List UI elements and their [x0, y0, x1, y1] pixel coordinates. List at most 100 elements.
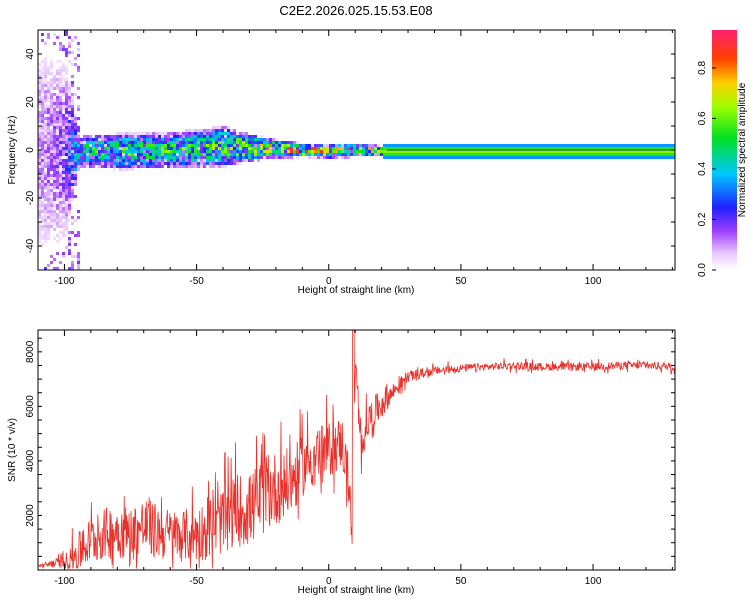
- heatmap-cell: [479, 150, 482, 153]
- heatmap-cell: [395, 153, 398, 156]
- heatmap-cell: [194, 156, 197, 159]
- heatmap-cell: [92, 153, 95, 156]
- heatmap-cell: [269, 156, 272, 159]
- heatmap-cell: [629, 150, 632, 153]
- heatmap-cell: [53, 168, 56, 171]
- heatmap-cell: [275, 150, 278, 153]
- heatmap-cell: [98, 165, 101, 168]
- heatmap-cell: [44, 216, 47, 219]
- heatmap-cell: [80, 159, 83, 162]
- heatmap-cell: [191, 138, 194, 141]
- heatmap-cell: [77, 264, 80, 267]
- heatmap-cell: [86, 147, 89, 150]
- heatmap-cell: [287, 153, 290, 156]
- heatmap-cell: [38, 99, 41, 102]
- heatmap-cell: [455, 144, 458, 147]
- heatmap-cell: [212, 147, 215, 150]
- heatmap-cell: [107, 153, 110, 156]
- heatmap-cell: [50, 150, 53, 153]
- heatmap-cell: [206, 162, 209, 165]
- heatmap-cell: [188, 162, 191, 165]
- heatmap-cell: [62, 252, 65, 255]
- heatmap-cell: [62, 105, 65, 108]
- heatmap-cell: [38, 183, 41, 186]
- heatmap-cell: [407, 156, 410, 159]
- heatmap-cell: [491, 156, 494, 159]
- heatmap-cell: [119, 147, 122, 150]
- heatmap-cell: [206, 150, 209, 153]
- heatmap-cell: [41, 147, 44, 150]
- heatmap-cell: [197, 156, 200, 159]
- heatmap-cell: [428, 156, 431, 159]
- heatmap-cell: [161, 147, 164, 150]
- heatmap-cell: [638, 150, 641, 153]
- heatmap-cell: [542, 144, 545, 147]
- heatmap-cell: [419, 156, 422, 159]
- heatmap-cell: [140, 156, 143, 159]
- heatmap-cell: [485, 156, 488, 159]
- snr-x-ticks: -100 -50 0 50 100: [37, 330, 673, 587]
- heatmap-cell: [236, 147, 239, 150]
- heatmap-cell: [359, 147, 362, 150]
- heatmap-cell: [53, 213, 56, 216]
- heatmap-cell: [77, 168, 80, 171]
- heatmap-cell: [53, 141, 56, 144]
- heatmap-cell: [266, 156, 269, 159]
- heatmap-cell: [635, 147, 638, 150]
- heatmap-cell: [74, 36, 77, 39]
- heatmap-cell: [149, 141, 152, 144]
- heatmap-cell: [227, 138, 230, 141]
- heatmap-cell: [50, 189, 53, 192]
- heatmap-cell: [80, 153, 83, 156]
- heatmap-cell: [65, 138, 68, 141]
- heatmap-cell: [53, 87, 56, 90]
- heatmap-cell: [74, 123, 77, 126]
- heatmap-cell: [515, 144, 518, 147]
- heatmap-cell: [251, 144, 254, 147]
- heatmap-cell: [254, 147, 257, 150]
- heatmap-cell: [500, 144, 503, 147]
- heatmap-cell: [521, 153, 524, 156]
- heatmap-cell: [41, 225, 44, 228]
- heatmap-cell: [194, 147, 197, 150]
- heatmap-cell: [68, 138, 71, 141]
- heatmap-cell: [74, 114, 77, 117]
- heatmap-cell: [86, 150, 89, 153]
- heatmap-cell: [662, 144, 665, 147]
- heatmap-cell: [323, 147, 326, 150]
- heatmap-cell: [185, 162, 188, 165]
- heatmap-cell: [209, 162, 212, 165]
- heatmap-cell: [482, 156, 485, 159]
- heatmap-cell: [101, 150, 104, 153]
- heatmap-cell: [548, 150, 551, 153]
- heatmap-cell: [254, 153, 257, 156]
- heatmap-cell: [107, 150, 110, 153]
- heatmap-cell: [461, 147, 464, 150]
- heatmap-cell: [56, 198, 59, 201]
- heatmap-cell: [107, 165, 110, 168]
- heatmap-cell: [155, 144, 158, 147]
- heatmap-cell: [572, 156, 575, 159]
- heatmap-cell: [47, 201, 50, 204]
- heatmap-cell: [182, 165, 185, 168]
- heatmap-cell: [401, 150, 404, 153]
- heatmap-cell: [458, 153, 461, 156]
- heatmap-cell: [491, 150, 494, 153]
- heatmap-cell: [215, 141, 218, 144]
- heatmap-cell: [65, 54, 68, 57]
- heatmap-cell: [74, 138, 77, 141]
- heatmap-cell: [572, 150, 575, 153]
- colorbar-tick-label: 0.0: [697, 263, 708, 277]
- heatmap-cell: [335, 153, 338, 156]
- heatmap-cell: [527, 156, 530, 159]
- heatmap-cell: [56, 192, 59, 195]
- heatmap-cell: [248, 147, 251, 150]
- heatmap-cell: [119, 144, 122, 147]
- heatmap-cell: [158, 144, 161, 147]
- heatmap-cell: [38, 171, 41, 174]
- heatmap-cell: [506, 150, 509, 153]
- heatmap-cell: [551, 147, 554, 150]
- heatmap-cell: [455, 156, 458, 159]
- heatmap-cell: [257, 159, 260, 162]
